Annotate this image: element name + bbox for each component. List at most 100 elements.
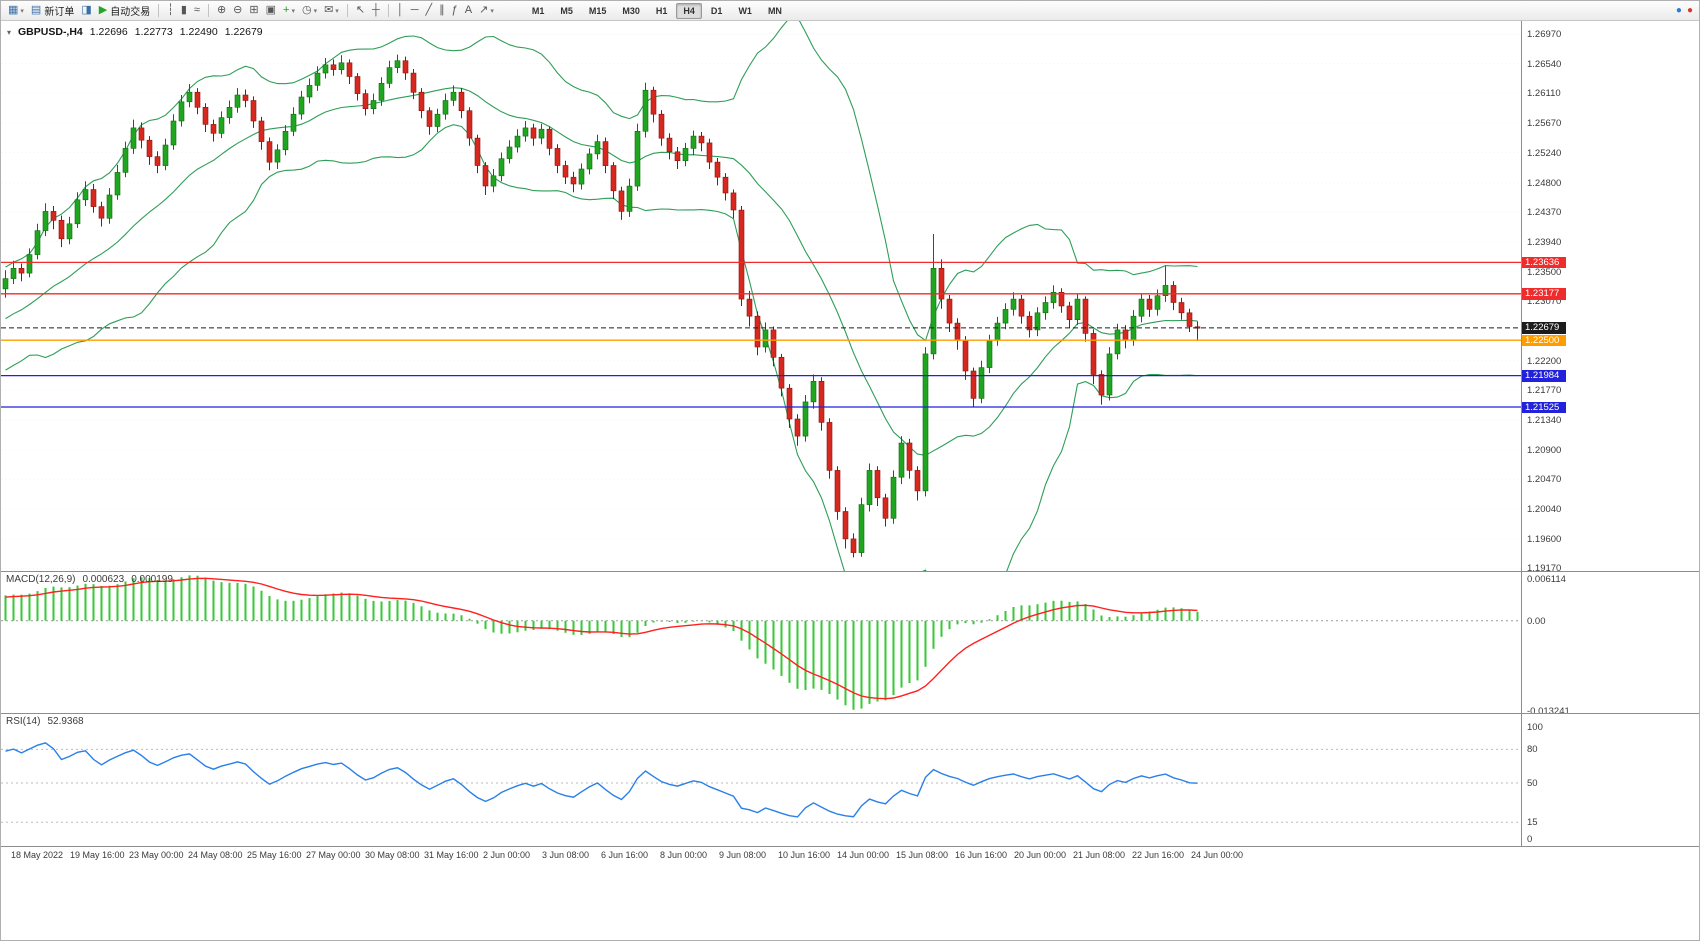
arrows-button[interactable]: ↗ ▾ — [476, 2, 497, 19]
bear-candle — [610, 165, 617, 192]
timeframe-m30-button[interactable]: M30 — [622, 5, 640, 16]
bear-candle — [1186, 312, 1193, 327]
trendline-button[interactable]: ╱ — [423, 2, 436, 19]
timeframe-h1-button[interactable]: H1 — [655, 5, 668, 16]
toolbar-separator — [207, 4, 209, 17]
candlestick-mode-button[interactable]: ▮ — [178, 2, 190, 19]
panel-splitter[interactable] — [1, 846, 1699, 847]
tile-windows-button[interactable]: ⊞ — [246, 2, 261, 19]
bull-candle — [594, 141, 601, 155]
bull-candle — [1074, 298, 1081, 321]
rsi-chart[interactable] — [1, 713, 1521, 846]
time-axis-label: 24 Jun 00:00 — [1191, 850, 1244, 860]
equidistant-channel-icon: ∥ — [439, 4, 445, 16]
bull-candle — [66, 223, 73, 240]
timeframe-m15-button[interactable]: M15 — [588, 5, 607, 16]
bollinger-upper-band[interactable] — [5, 21, 1198, 342]
horizontal-line-icon: ─ — [410, 4, 419, 16]
bull-candle — [490, 175, 497, 187]
bull-candle — [370, 100, 377, 109]
bar-chart-mode-button[interactable]: ┆ — [164, 2, 177, 19]
bull-candle — [338, 62, 345, 70]
bear-candle — [778, 356, 785, 389]
crosshair-button[interactable]: ┼ — [369, 2, 383, 19]
bear-candle — [58, 220, 65, 240]
market-watch-button[interactable]: ◨ — [78, 2, 94, 19]
macd-chart[interactable] — [1, 571, 1521, 713]
toolbar-buttons-group: ▦ ▾ ▤ 新订单 ◨ ▶ 自动交易 ┆ ▮ ≈ ⊕ ⊖ ⊞ ▣ + ▾ ◷ ▾ ✉ ▾ ↖ ┼ │ ─ ╱ ∥ ƒ A ↗ ▾ — [5, 2, 497, 19]
zoom-out-button[interactable]: ⊖ — [230, 2, 245, 19]
toolbar-separator — [158, 4, 160, 17]
price-axis[interactable]: 1.26970 1.26540 1.26110 1.25670 1.25240 1.248… — [1521, 21, 1699, 847]
one-click-trading-toggle-icon[interactable]: ▾ — [7, 27, 12, 37]
bull-candle — [506, 146, 513, 159]
bull-candle — [1002, 309, 1009, 324]
bear-candle — [258, 120, 265, 142]
timeframe-mn-button[interactable]: MN — [767, 5, 782, 16]
rsi-panel[interactable] — [1, 713, 1521, 846]
price-tick-label: 1.24800 — [1527, 177, 1562, 189]
bear-candle — [618, 190, 625, 212]
timeframe-m5-button[interactable]: M5 — [560, 5, 573, 16]
price-tick-label: 1.19170 — [1527, 563, 1562, 575]
bull-candle — [682, 148, 689, 162]
bear-candle — [698, 135, 705, 144]
autotrading-button[interactable]: ▶ 自动交易 — [96, 2, 153, 19]
vertical-line-button[interactable]: │ — [394, 2, 407, 19]
bear-candle — [474, 137, 481, 166]
bull-candle — [922, 353, 929, 492]
rsi-axis-label: 15 — [1527, 817, 1538, 829]
bear-candle — [850, 538, 857, 553]
bollinger-middle-band[interactable] — [5, 87, 1198, 456]
candlestick-chart[interactable] — [1, 21, 1521, 571]
bull-candle — [930, 268, 937, 355]
price-tick-label: 1.25670 — [1527, 118, 1562, 130]
bull-candle — [690, 135, 697, 149]
zoom-in-button[interactable]: ⊕ — [214, 2, 229, 19]
rsi-line — [5, 742, 1198, 818]
dropdown-arrow-icon: ▾ — [490, 7, 494, 15]
time-axis-label: 15 Jun 08:00 — [896, 850, 949, 860]
bear-candle — [554, 148, 561, 166]
line-chart-mode-button[interactable]: ≈ — [191, 2, 203, 19]
periods-button[interactable]: ◷ ▾ — [299, 2, 320, 19]
panel-splitter[interactable] — [1, 571, 1699, 572]
toolbar-separator — [387, 4, 389, 17]
new-order-button[interactable]: ▤ 新订单 — [28, 2, 77, 19]
timeframe-m1-button[interactable]: M1 — [531, 5, 545, 16]
rsi-axis-label: 100 — [1527, 722, 1543, 733]
bear-candle — [706, 142, 713, 163]
bollinger-lower-band[interactable] — [5, 124, 1198, 571]
new-order-icon: ▤ — [30, 4, 42, 16]
bear-candle — [714, 161, 721, 178]
alert-status-icon[interactable]: ● — [1686, 5, 1693, 16]
bear-candle — [730, 192, 737, 211]
rsi-axis-label: 0 — [1527, 834, 1533, 845]
bear-candle — [18, 268, 25, 274]
price-chart-panel[interactable] — [1, 21, 1521, 571]
templates-button[interactable]: ✉ ▾ — [321, 2, 342, 19]
low-price: 1.22490 — [179, 26, 218, 38]
timeframe-d1-button[interactable]: D1 — [710, 5, 723, 16]
support-1-tag: 1.21984 — [1522, 370, 1566, 382]
timeframe-h4-button[interactable]: H4 — [676, 2, 702, 19]
equidistant-channel-button[interactable]: ∥ — [436, 2, 448, 19]
time-axis[interactable]: 18 May 2022 19 May 16:00 23 May 00:00 24 Ma… — [1, 847, 1521, 865]
horizontal-line-button[interactable]: ─ — [408, 2, 422, 19]
bear-candle — [746, 298, 753, 317]
connection-status-icon[interactable]: ● — [1675, 5, 1682, 16]
text-label-button[interactable]: A — [462, 2, 475, 19]
auto-arrange-button[interactable]: ▣ — [263, 2, 279, 19]
panel-splitter[interactable] — [1, 713, 1699, 714]
bull-candle — [498, 158, 505, 177]
bear-candle — [1058, 291, 1065, 307]
bull-candle — [1042, 302, 1049, 314]
timeframe-w1-button[interactable]: W1 — [738, 5, 752, 16]
cursor-button[interactable]: ↖ — [353, 2, 368, 19]
macd-panel[interactable] — [1, 571, 1521, 713]
bear-candle — [1026, 315, 1033, 331]
fibonacci-retracement-button[interactable]: ƒ — [449, 2, 461, 19]
new-chart-button[interactable]: ▦ ▾ — [5, 2, 27, 19]
price-tick-label: 1.26970 — [1527, 29, 1562, 40]
indicators-button[interactable]: + ▾ — [280, 2, 298, 19]
